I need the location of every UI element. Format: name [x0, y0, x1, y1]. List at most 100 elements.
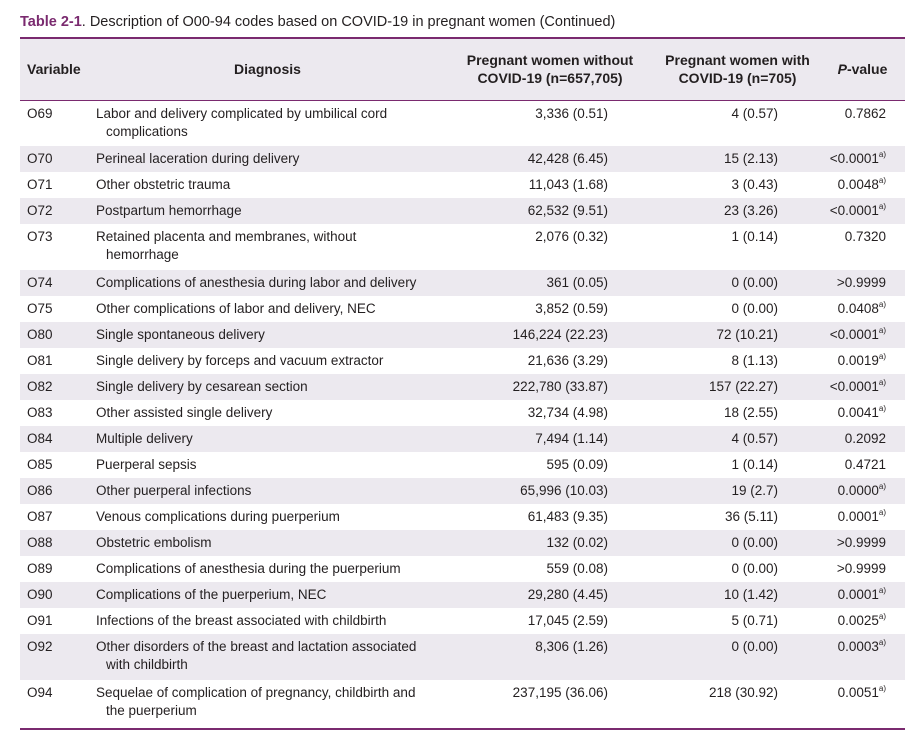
- significance-footnote-marker: a): [878, 202, 886, 211]
- cell-p-value: 0.0041a): [820, 400, 905, 426]
- table-row: O83 Other assisted single delivery 32,734 …: [20, 400, 905, 426]
- cell-p-value: 0.2092: [820, 426, 905, 452]
- cell-code: O84: [27, 431, 53, 446]
- table-number: Table 2-1: [20, 14, 82, 30]
- cell-with-covid: 0 (0.00): [731, 639, 778, 654]
- significance-footnote-marker: a): [878, 300, 886, 309]
- cell-diagnosis-line1: Labor and delivery complicated by umbili…: [96, 105, 388, 121]
- cell-code: O91: [27, 613, 53, 628]
- bottom-rule: [20, 728, 905, 730]
- cell-without-covid: 8,306 (1.26): [535, 639, 608, 654]
- cell-without-covid: 361 (0.05): [546, 275, 608, 290]
- cell-p-value: 0.7862: [820, 100, 905, 146]
- p-value-number: 0.0025: [837, 613, 879, 628]
- cell-with-covid: 157 (22.27): [708, 379, 778, 394]
- cell-without-covid: 61,483 (9.35): [527, 509, 608, 524]
- p-value-number: 0.0001: [837, 509, 879, 524]
- cell-with-covid: 0 (0.00): [731, 301, 778, 316]
- p-value-number: >0.9999: [836, 561, 886, 576]
- p-value-number: <0.0001: [829, 327, 879, 342]
- significance-footnote-marker: a): [878, 508, 886, 517]
- cell-diagnosis: Venous complications during puerperium: [90, 504, 445, 530]
- cell-diagnosis: Perineal laceration during delivery: [90, 146, 445, 172]
- cell-with-covid: 72 (10.21): [716, 327, 778, 342]
- significance-footnote-marker: a): [878, 352, 886, 361]
- cell-diagnosis-line1: Other assisted single delivery: [96, 405, 273, 420]
- cell-without-covid: 132 (0.02): [546, 535, 608, 550]
- header-variable: Variable: [27, 61, 81, 78]
- cell-diagnosis: Obstetric embolism: [90, 530, 445, 556]
- cell-with-covid: 3 (0.43): [731, 177, 778, 192]
- codes-table: Variable Diagnosis Pregnant women withou…: [20, 39, 905, 726]
- table-row: O69 Labor and delivery complicated by umb…: [20, 100, 905, 146]
- cell-diagnosis: Single delivery by cesarean section: [90, 374, 445, 400]
- p-value-number: 0.0051: [837, 685, 879, 700]
- table-header-row: Variable Diagnosis Pregnant women withou…: [20, 39, 905, 100]
- cell-without-covid: 42,428 (6.45): [527, 151, 608, 166]
- table-row: O82 Single delivery by cesarean section 22…: [20, 374, 905, 400]
- cell-diagnosis-line1: Obstetric embolism: [96, 535, 212, 550]
- cell-without-covid: 62,532 (9.51): [527, 203, 608, 218]
- cell-p-value: 0.4721: [820, 452, 905, 478]
- significance-footnote-marker: a): [878, 684, 886, 693]
- cell-with-covid: 19 (2.7): [731, 483, 778, 498]
- significance-footnote-marker: a): [878, 378, 886, 387]
- p-value-number: 0.0048: [837, 177, 879, 192]
- cell-p-value: 0.0003a): [820, 634, 905, 680]
- cell-without-covid: 3,852 (0.59): [535, 301, 608, 316]
- cell-p-value: >0.9999: [820, 270, 905, 296]
- header-p-italic: P: [837, 61, 847, 78]
- table-row: O92 Other disorders of the breast and lac…: [20, 634, 905, 680]
- cell-diagnosis: Complications of anesthesia during the p…: [90, 556, 445, 582]
- cell-p-value: <0.0001a): [820, 374, 905, 400]
- cell-code: O69: [27, 105, 53, 121]
- table-row: O71 Other obstetric trauma 11,043 (1.68) 3 …: [20, 172, 905, 198]
- cell-diagnosis: Labor and delivery complicated by umbili…: [90, 100, 445, 146]
- significance-footnote-marker: a): [878, 404, 886, 413]
- cell-diagnosis-line1: Single spontaneous delivery: [96, 327, 265, 342]
- cell-p-value: 0.7320: [820, 224, 905, 270]
- cell-code: O72: [27, 203, 53, 218]
- p-value-number: 0.0408: [837, 301, 879, 316]
- cell-code: O73: [27, 229, 53, 244]
- p-value-number: <0.0001: [829, 203, 879, 218]
- p-value-number: >0.9999: [836, 535, 886, 550]
- cell-p-value: 0.0051a): [820, 680, 905, 726]
- cell-without-covid: 17,045 (2.59): [527, 613, 608, 628]
- cell-diagnosis-line1: Complications of the puerperium, NEC: [96, 587, 327, 602]
- cell-p-value: >0.9999: [820, 530, 905, 556]
- cell-with-covid: 1 (0.14): [731, 229, 778, 244]
- cell-code: O83: [27, 405, 53, 420]
- cell-diagnosis-line1: Other obstetric trauma: [96, 177, 231, 192]
- cell-diagnosis: Puerperal sepsis: [90, 452, 445, 478]
- cell-diagnosis-line1: Perineal laceration during delivery: [96, 151, 300, 166]
- cell-with-covid: 15 (2.13): [723, 151, 778, 166]
- table-row: O81 Single delivery by forceps and vacuum…: [20, 348, 905, 374]
- table-row: O88 Obstetric embolism 132 (0.02) 0 (0.00) >…: [20, 530, 905, 556]
- cell-p-value: 0.0048a): [820, 172, 905, 198]
- top-rule: [20, 37, 905, 39]
- cell-with-covid: 10 (1.42): [723, 587, 778, 602]
- p-value-number: 0.7320: [844, 229, 886, 244]
- significance-footnote-marker: a): [878, 176, 886, 185]
- cell-without-covid: 65,996 (10.03): [520, 483, 608, 498]
- table-row: O74 Complications of anesthesia during la…: [20, 270, 905, 296]
- cell-diagnosis-line2: with childbirth: [106, 657, 188, 672]
- cell-code: O74: [27, 275, 53, 290]
- p-value-number: 0.2092: [844, 431, 886, 446]
- p-value-number: <0.0001: [829, 379, 879, 394]
- cell-diagnosis: Sequelae of complication of pregnancy, c…: [90, 680, 445, 726]
- cell-with-covid: 0 (0.00): [731, 275, 778, 290]
- p-value-number: 0.4721: [844, 457, 886, 472]
- cell-diagnosis: Other assisted single delivery: [90, 400, 445, 426]
- cell-with-covid: 4 (0.57): [731, 431, 778, 446]
- cell-diagnosis-line1: Retained placenta and membranes, without: [96, 229, 357, 244]
- cell-diagnosis-line1: Other disorders of the breast and lactat…: [96, 639, 417, 654]
- table-row: O94 Sequelae of complication of pregnancy…: [20, 680, 905, 726]
- cell-p-value: 0.0025a): [820, 608, 905, 634]
- table-row: O91 Infections of the breast associated w…: [20, 608, 905, 634]
- cell-p-value: <0.0001a): [820, 322, 905, 348]
- cell-without-covid: 11,043 (1.68): [528, 177, 608, 192]
- cell-p-value: >0.9999: [820, 556, 905, 582]
- significance-footnote-marker: a): [878, 326, 886, 335]
